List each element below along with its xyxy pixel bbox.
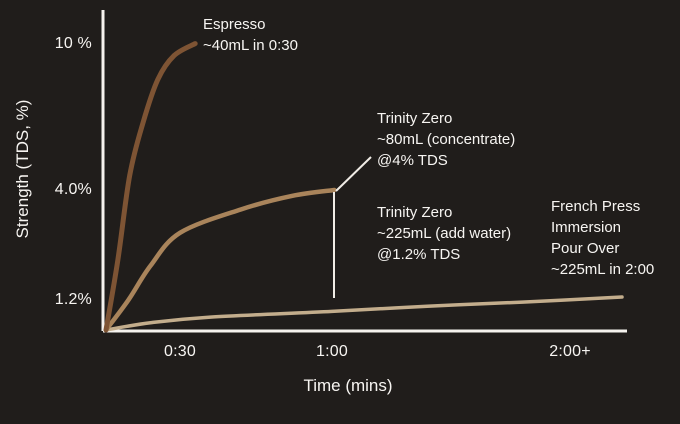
x-tick-1-00: 1:00 bbox=[316, 343, 348, 360]
annotation-french-press-line-4: ~225mL in 2:00 bbox=[551, 261, 655, 278]
annotation-trinity-concentrate-line-2: ~80mL (concentrate) bbox=[377, 131, 516, 148]
x-tick-2-00-plus: 2:00+ bbox=[549, 343, 591, 360]
annotation-trinity-diluted: Trinity Zero ~225mL (add water) @1.2% TD… bbox=[377, 202, 511, 265]
y-tick-4-percent: 4.0% bbox=[54, 181, 92, 198]
x-axis-title: Time (mins) bbox=[303, 376, 393, 395]
series-espresso bbox=[103, 41, 198, 333]
annotation-french-press: French Press Immersion Pour Over ~225mL … bbox=[551, 196, 654, 280]
annotation-espresso-line-1: Espresso bbox=[203, 16, 266, 33]
annotation-french-press-line-1: French Press bbox=[551, 198, 641, 215]
annotation-espresso-line-2: ~40mL in 0:30 bbox=[203, 37, 298, 54]
annotation-trinity-concentrate-line-3: @4% TDS bbox=[377, 152, 448, 169]
annotation-trinity-concentrate: Trinity Zero ~80mL (concentrate) @4% TDS bbox=[377, 108, 515, 171]
y-tick-1p2-percent: 1.2% bbox=[54, 291, 92, 308]
annotation-french-press-line-2: Immersion bbox=[551, 219, 622, 236]
annotation-espresso: Espresso ~40mL in 0:30 bbox=[203, 14, 298, 56]
series-trinity-zero-concentrate bbox=[103, 187, 337, 333]
y-axis-title: Strength (TDS, %) bbox=[13, 99, 32, 239]
annotation-trinity-diluted-line-2: ~225mL (add water) bbox=[377, 225, 512, 242]
leader-to-4pct-peak bbox=[335, 156, 372, 192]
annotation-french-press-line-3: Pour Over bbox=[551, 240, 620, 257]
series-french-press-immersion-pour-over bbox=[104, 295, 624, 332]
y-tick-10-percent: 10 % bbox=[54, 35, 92, 52]
annotation-trinity-diluted-line-1: Trinity Zero bbox=[377, 204, 453, 221]
annotation-trinity-diluted-line-3: @1.2% TDS bbox=[377, 246, 461, 263]
x-tick-0-30: 0:30 bbox=[164, 343, 196, 360]
annotation-trinity-concentrate-line-1: Trinity Zero bbox=[377, 110, 453, 127]
